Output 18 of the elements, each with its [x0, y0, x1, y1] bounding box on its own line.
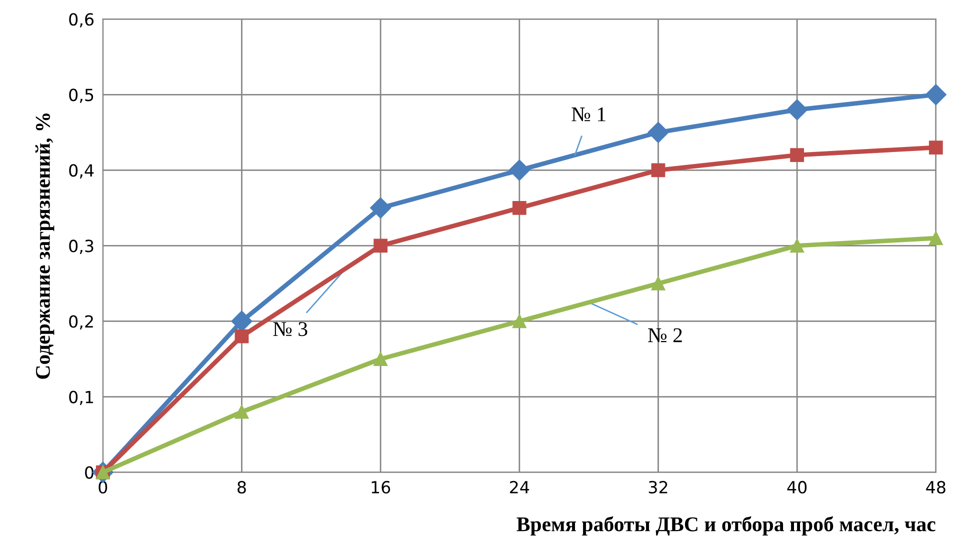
- series-label: № 2: [648, 328, 682, 342]
- y-tick-label: 0,6: [69, 13, 94, 28]
- x-tick-label: 40: [787, 480, 807, 494]
- x-tick-label: 24: [510, 480, 530, 494]
- x-tick-label: 8: [238, 480, 246, 494]
- y-tick-label: 0,4: [69, 164, 94, 178]
- y-axis-title: Содержание загрязнений, %: [35, 114, 54, 379]
- x-tick-label: 16: [372, 480, 390, 494]
- y-tick-label: 0: [85, 466, 94, 479]
- y-tick-label: 0,2: [69, 315, 93, 330]
- y-tick-label: 0,5: [69, 88, 94, 103]
- y-tick-label: 0,3: [69, 240, 94, 254]
- series-label: № 1: [572, 107, 606, 122]
- x-tick-label: 32: [648, 480, 668, 494]
- x-tick-label: 48: [926, 480, 946, 494]
- series-label: № 3: [273, 322, 308, 336]
- x-axis-title: Время работы ДВС и отбора проб масел, час: [516, 516, 936, 536]
- y-tick-label: 0,1: [69, 390, 94, 406]
